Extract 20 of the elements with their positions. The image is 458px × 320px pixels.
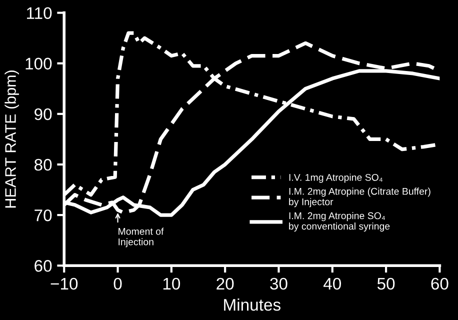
- y-tick-label: 90: [34, 108, 52, 120]
- y-tick-label: 60: [34, 260, 52, 272]
- annotation: Moment of Injection: [118, 228, 164, 248]
- y-axis-title: HEART RATE (bpm): [4, 70, 19, 208]
- x-tick-label: 50: [377, 278, 395, 290]
- x-tick-label: −10: [50, 278, 78, 290]
- x-tick-label: 20: [216, 278, 234, 290]
- x-tick-label: 40: [323, 278, 341, 290]
- x-tick-label: 60: [431, 278, 448, 290]
- y-tick-label: 80: [34, 158, 52, 171]
- x-tick-label: 0: [114, 278, 122, 290]
- legend-label: I.M. 2mg Atropine (Citrate Buffer) by Injector: [289, 188, 430, 208]
- x-axis-title: Minutes: [224, 298, 280, 311]
- legend-label: I.V. 1mg Atropine SO₄: [289, 174, 382, 183]
- y-tick-label: 70: [34, 209, 52, 222]
- y-tick-label: 110: [27, 7, 52, 20]
- x-tick-label: 10: [163, 278, 180, 290]
- y-tick-label: 100: [26, 58, 52, 70]
- x-tick-label: 30: [270, 278, 288, 290]
- legend-label: I.M. 2mg Atropine SO₄ by conventional syringe: [289, 212, 390, 232]
